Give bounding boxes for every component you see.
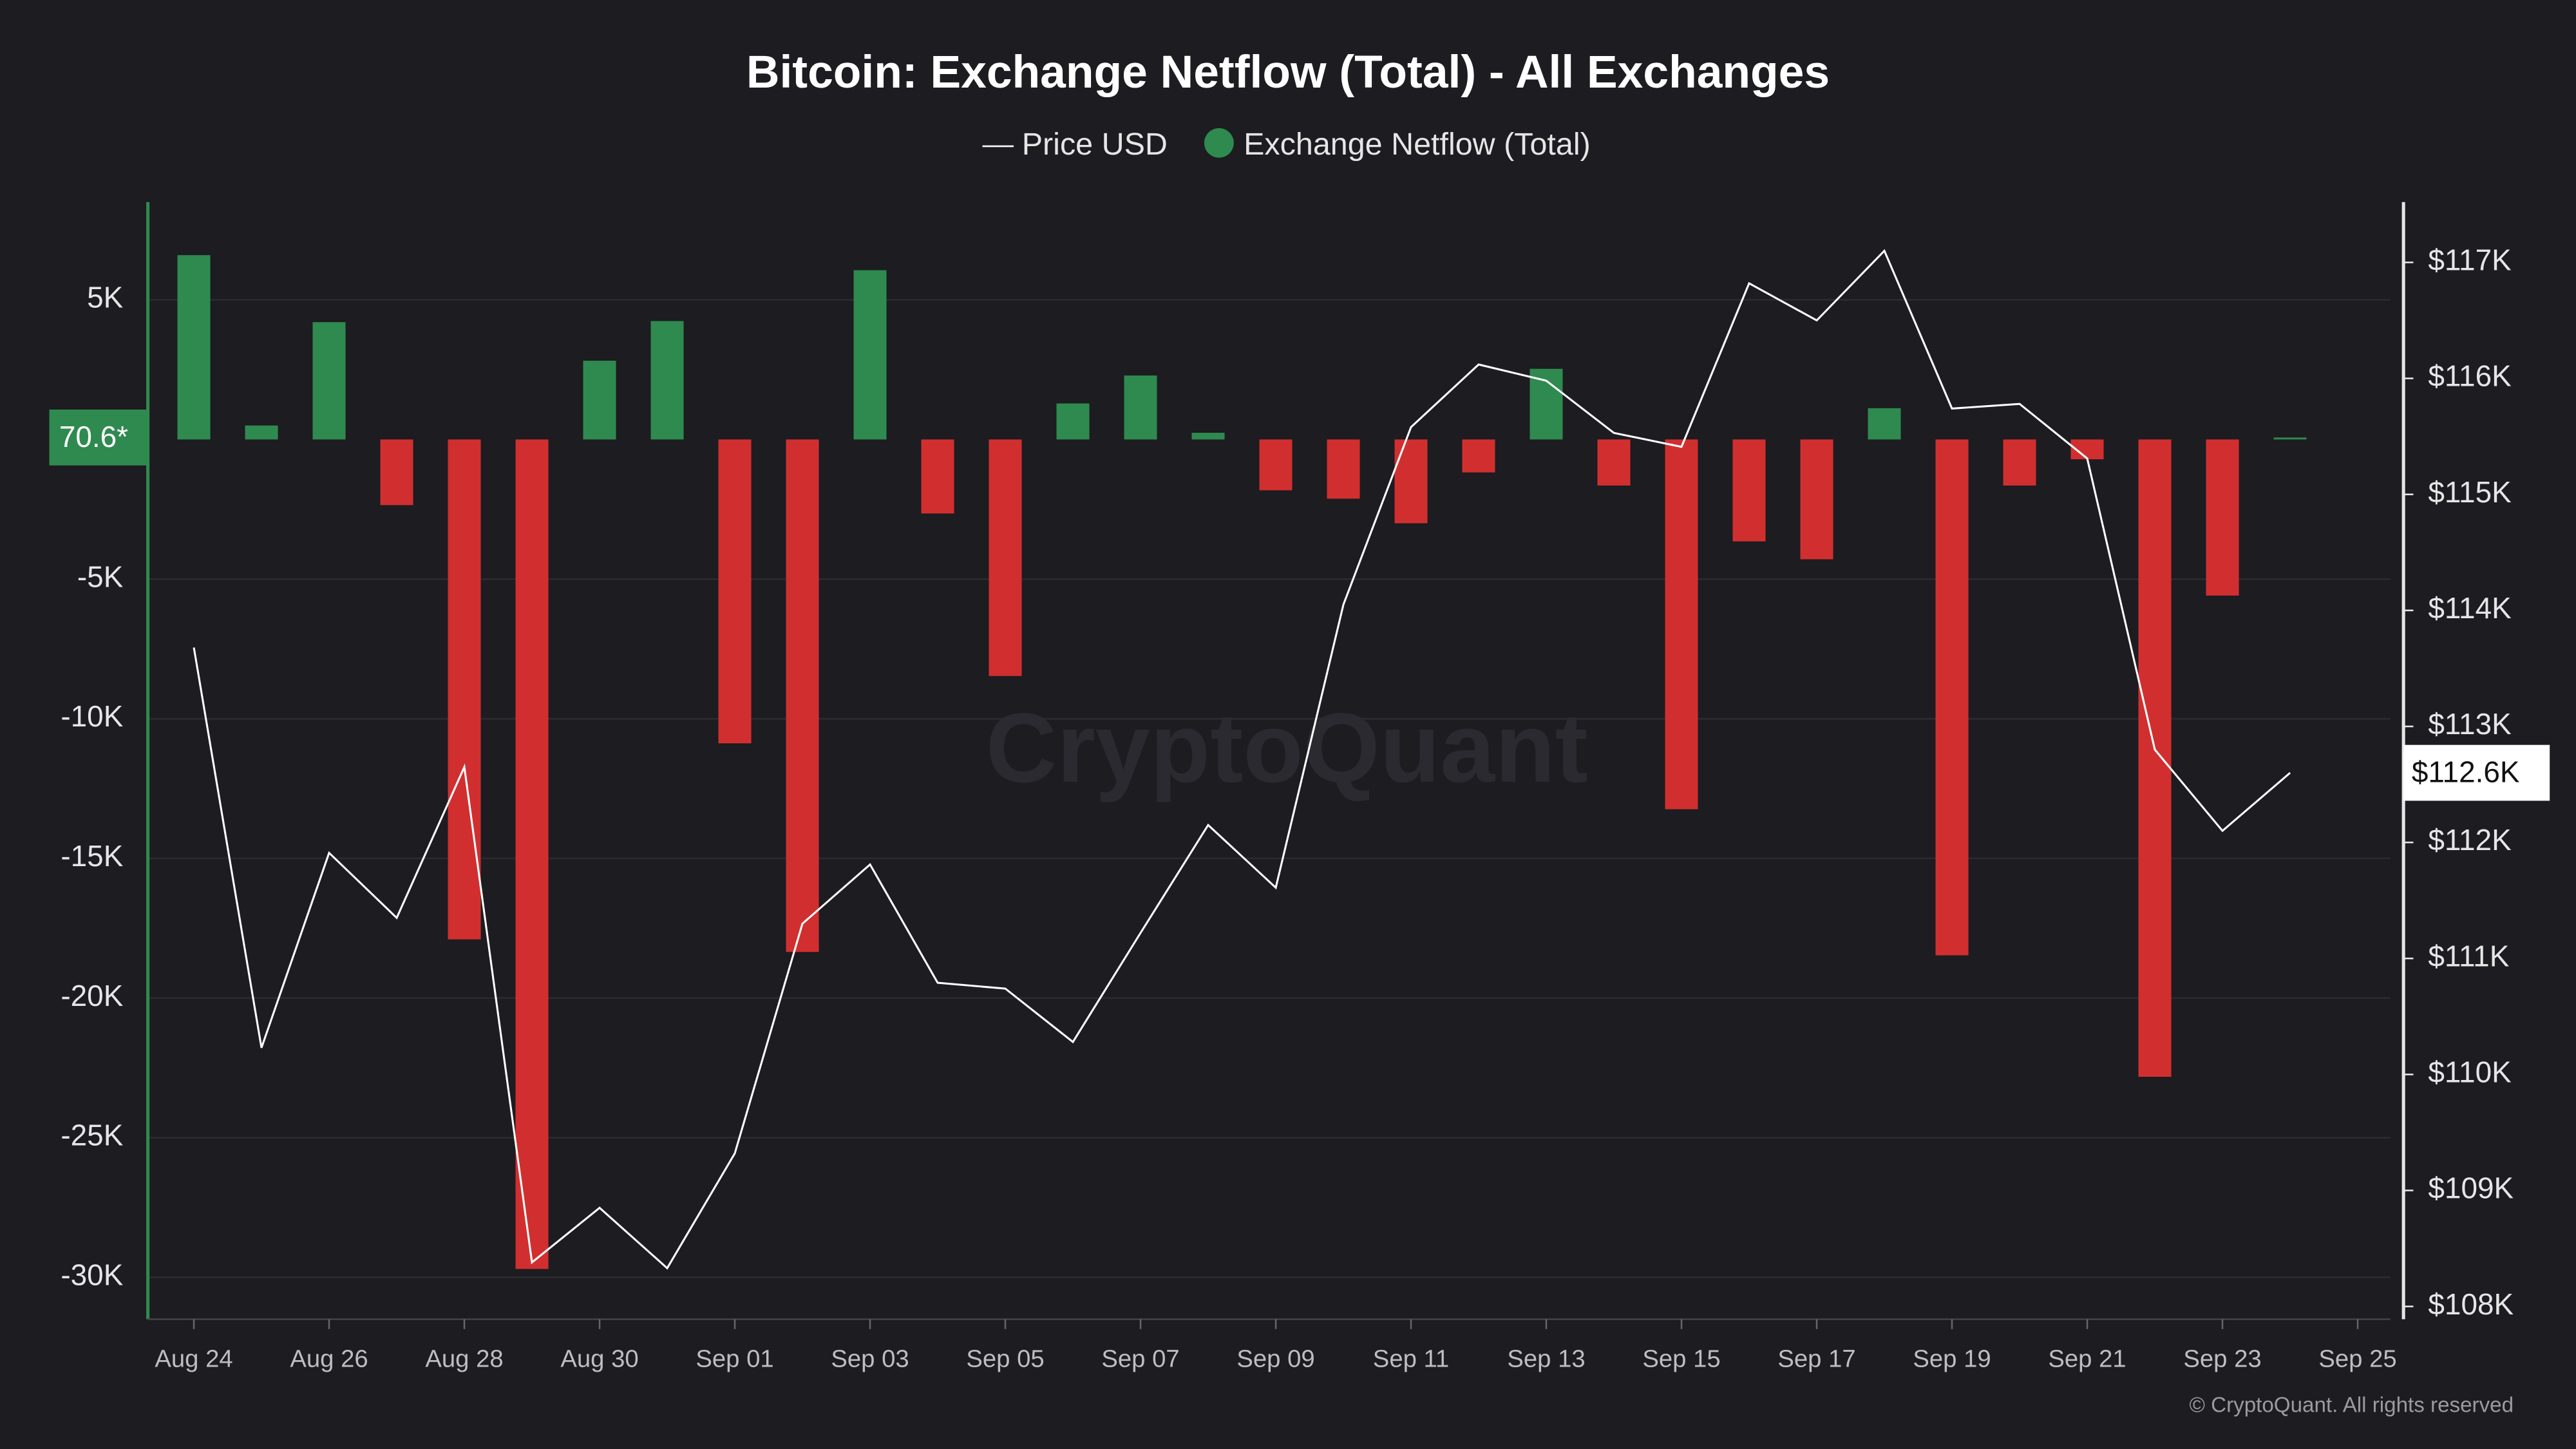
x-tick-label: Sep 21: [2048, 1345, 2126, 1372]
y2-tick-label: $109K: [2428, 1171, 2514, 1205]
bar: [1530, 368, 1563, 440]
bar: [718, 439, 752, 744]
bar: [515, 439, 549, 1269]
y-tick-label: -5K: [77, 560, 124, 593]
y2-tick-label: $117K: [2428, 243, 2512, 277]
bar: [1462, 439, 1495, 473]
bar: [1394, 439, 1428, 524]
watermark: CryptoQuant: [986, 693, 1588, 803]
bar: [2206, 439, 2239, 596]
legend-label: Exchange Netflow (Total): [1244, 127, 1591, 162]
x-tick-label: Aug 28: [425, 1345, 503, 1372]
bar: [989, 439, 1022, 676]
footer: © CryptoQuant. All rights reserved: [2189, 1393, 2514, 1417]
bar: [1259, 439, 1293, 491]
y2-tick-label: $108K: [2428, 1287, 2514, 1321]
x-tick-label: Sep 11: [1373, 1345, 1449, 1372]
price-line: [193, 249, 2291, 1270]
bar: [312, 322, 346, 440]
x-tick-label: Sep 25: [2318, 1345, 2396, 1372]
bar: [1935, 439, 1969, 956]
x-tick-label: Sep 09: [1236, 1345, 1314, 1372]
bar: [1327, 439, 1360, 499]
bar: [177, 255, 211, 440]
y-tick-label: -15K: [61, 839, 123, 873]
x-tick-label: Sep 17: [1777, 1345, 1855, 1372]
x-tick-label: Sep 03: [831, 1345, 909, 1372]
bar: [1868, 408, 1901, 440]
bar: [1665, 439, 1698, 810]
current-price-label: $112.6K: [2412, 755, 2520, 789]
current-netflow-label: 70.6*: [59, 420, 128, 453]
bar: [1191, 432, 1225, 440]
y-tick-label: -10K: [61, 699, 123, 733]
current-price-box: [2403, 744, 2550, 801]
y2-tick-label: $110K: [2428, 1056, 2512, 1089]
bar: [1732, 439, 1766, 542]
bar: [853, 270, 887, 440]
bar: [380, 439, 413, 506]
bar: [1800, 439, 1833, 560]
y2-tick-label: $113K: [2428, 707, 2512, 741]
x-tick-label: Sep 19: [1913, 1345, 1991, 1372]
y2-tick-label: $114K: [2428, 591, 2512, 625]
bar: [1056, 403, 1090, 440]
x-tick-label: Aug 26: [290, 1345, 368, 1372]
y2-tick-label: $111K: [2428, 939, 2509, 972]
chart-title: Bitcoin: Exchange Netflow (Total) - All …: [746, 46, 1830, 98]
bar: [2003, 439, 2036, 486]
bar: [921, 439, 954, 514]
legend-swatch-dot: [1204, 128, 1234, 158]
current-netflow-box: [49, 409, 148, 466]
bar: [2273, 437, 2307, 440]
x-tick-label: Sep 05: [966, 1345, 1044, 1372]
x-tick-label: Aug 24: [155, 1345, 232, 1372]
bar: [448, 439, 481, 940]
y2-tick-label: $115K: [2428, 475, 2512, 509]
y-tick-label: -25K: [61, 1119, 123, 1152]
legend-label: Price USD: [1022, 127, 1168, 162]
x-tick-label: Sep 07: [1101, 1345, 1179, 1372]
y-tick-label: 5K: [87, 281, 124, 314]
bar: [786, 439, 819, 952]
y2-tick-label: $116K: [2428, 359, 2512, 393]
bar: [583, 361, 616, 440]
bar: [2138, 439, 2172, 1077]
bar: [650, 321, 684, 440]
x-tick-label: Aug 30: [560, 1345, 638, 1372]
y-tick-label: -20K: [61, 979, 123, 1012]
y2-tick-label: $112K: [2428, 823, 2512, 857]
x-tick-label: Sep 01: [696, 1345, 773, 1372]
bar: [1124, 375, 1157, 440]
bar: [245, 425, 278, 440]
y-tick-label: -30K: [61, 1258, 123, 1292]
bar: [1597, 439, 1631, 486]
x-tick-label: Sep 23: [2183, 1345, 2261, 1372]
x-tick-label: Sep 13: [1507, 1345, 1585, 1372]
x-tick-label: Sep 15: [1642, 1345, 1720, 1372]
